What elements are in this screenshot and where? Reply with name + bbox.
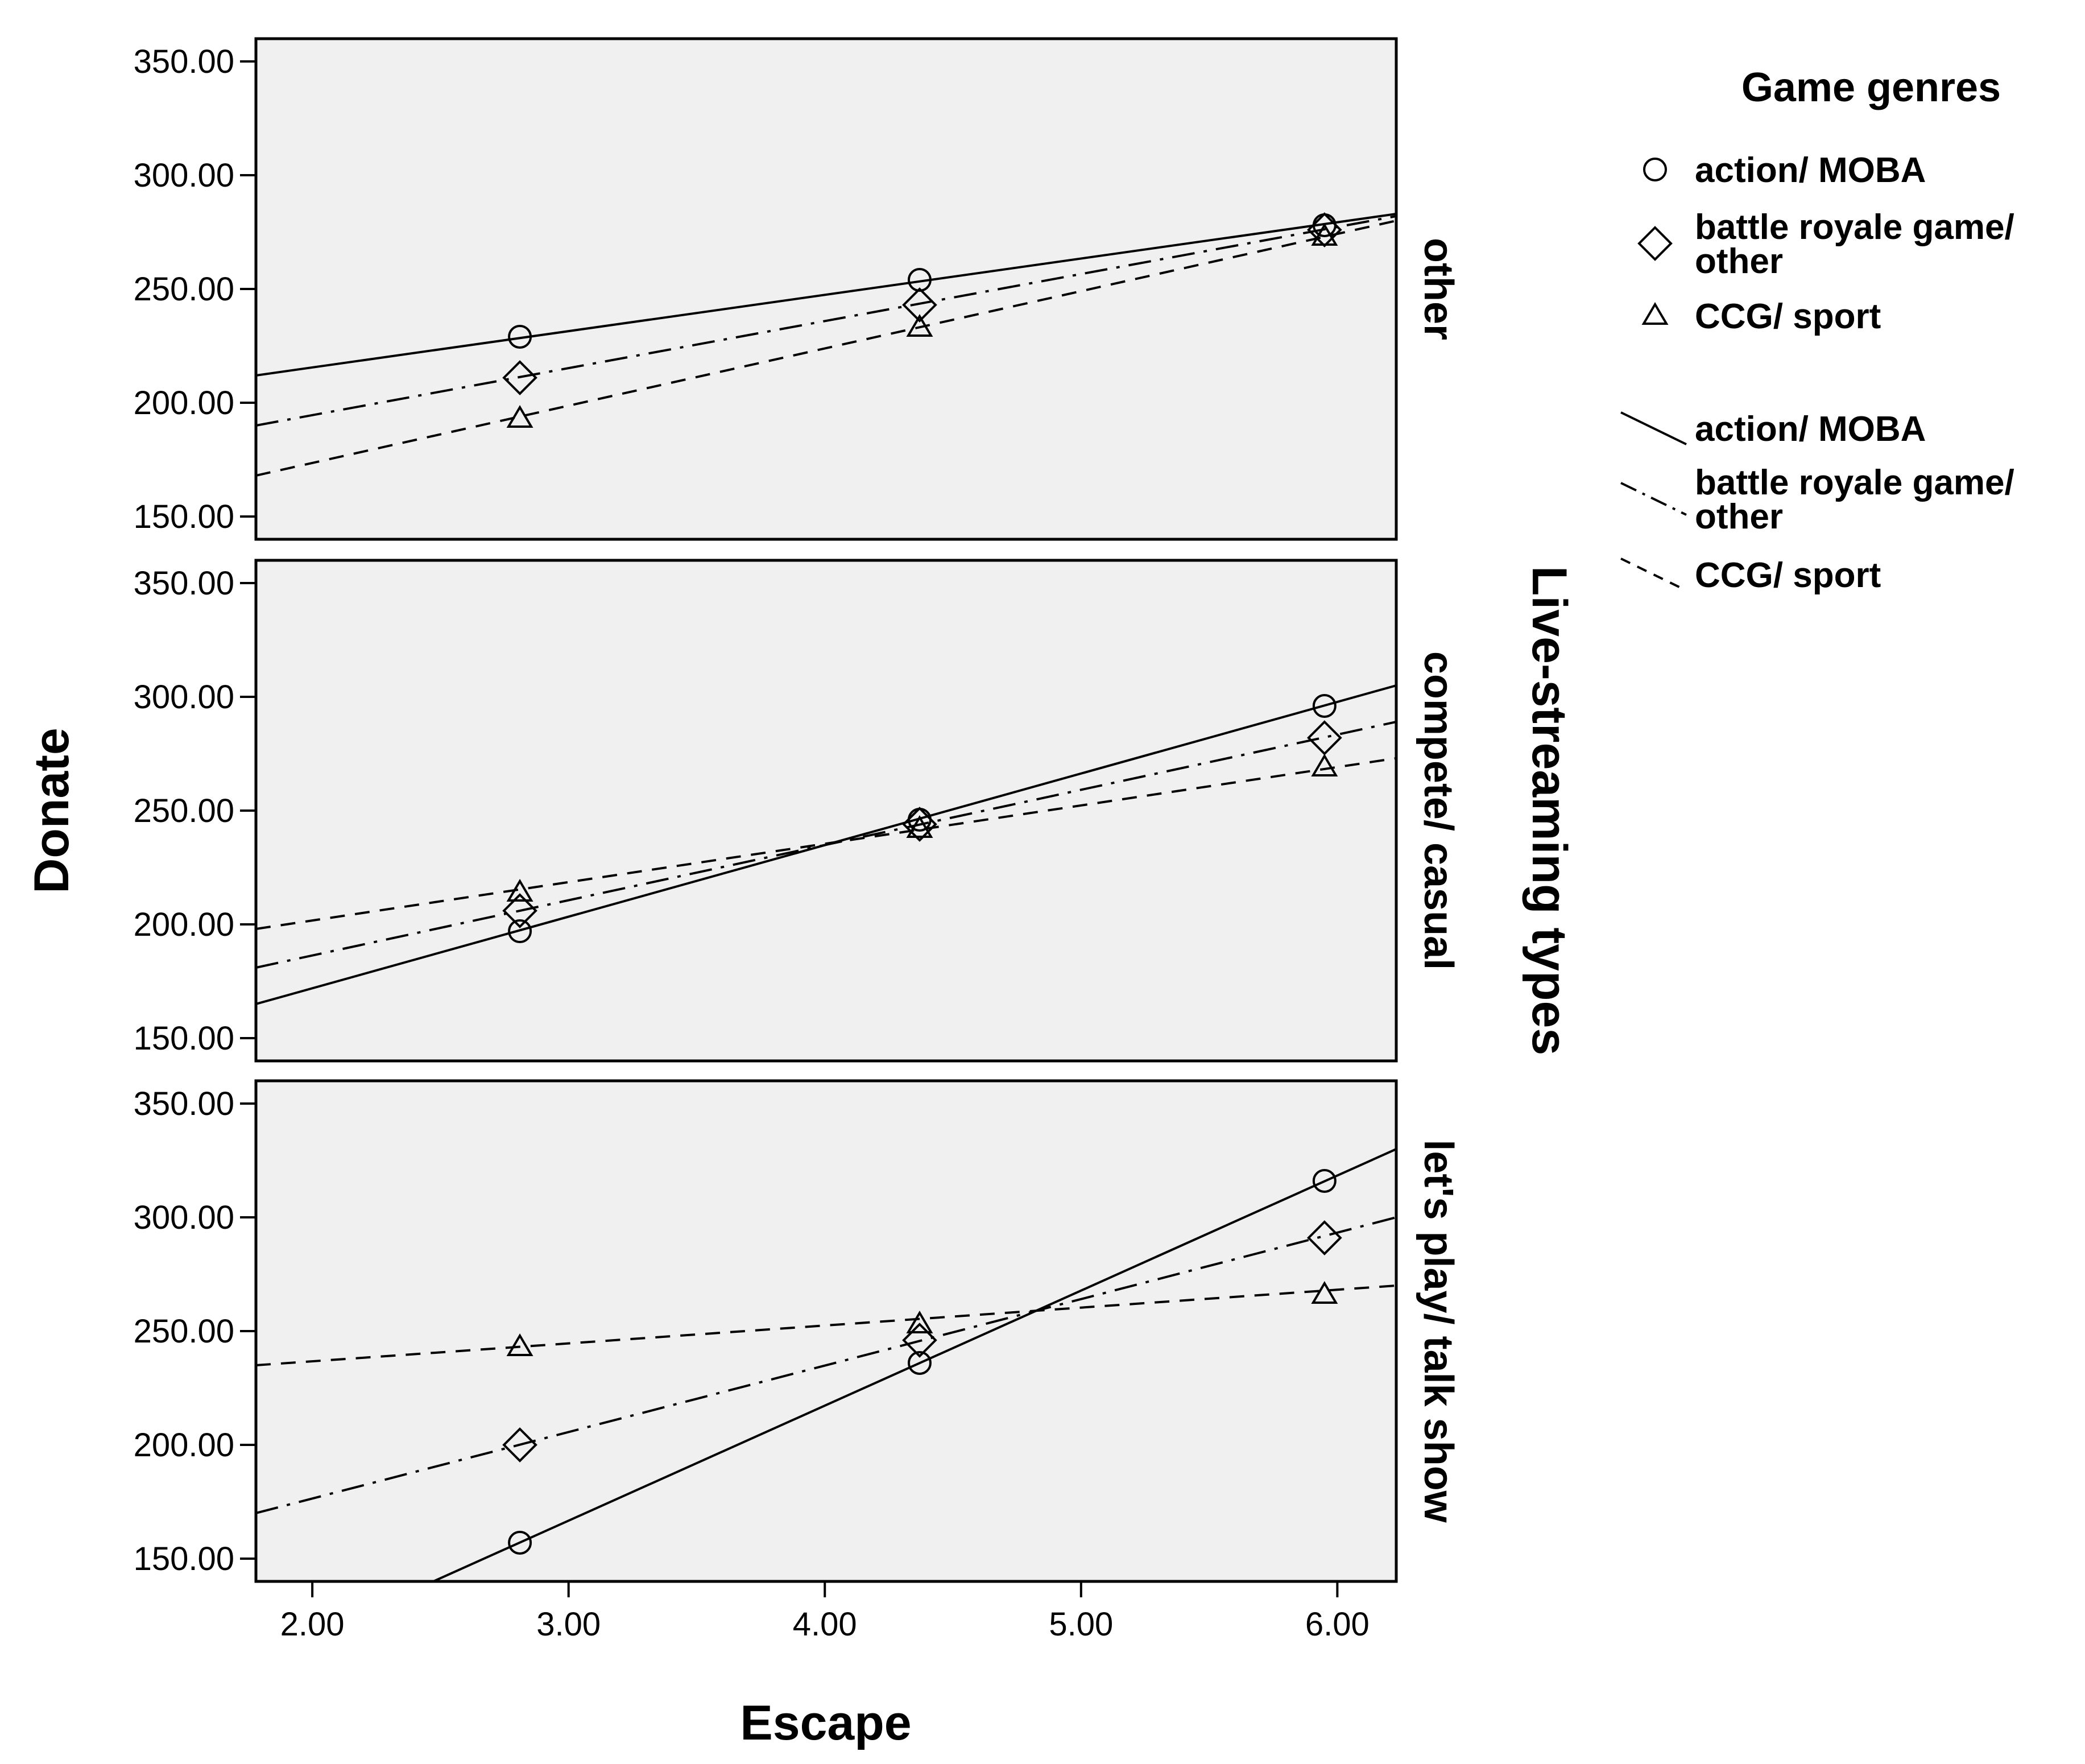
plot-area: [254, 1079, 1398, 1583]
x-axis: 2.00 3.00 4.00 5.00 6.00: [280, 1581, 1370, 1643]
x-axis-title: Escape: [740, 1696, 911, 1750]
y-axis-title: Donate: [24, 728, 79, 893]
y-tick-label: 250.00: [134, 271, 234, 308]
y-tick-label: 200.00: [134, 385, 234, 422]
y-tick-label: 300.00: [134, 157, 234, 194]
data-point: [1312, 1169, 1337, 1193]
legend-label: other: [1695, 242, 1783, 281]
plot-area: [254, 559, 1398, 1063]
x-tick-label: 4.00: [793, 1606, 857, 1643]
legend-line-swatch: [1620, 557, 1687, 592]
y-tick-label: 300.00: [134, 679, 234, 716]
fit-line: [256, 757, 1396, 930]
legend-label: other: [1695, 497, 1783, 536]
facet-label: let's play/ talk show: [1416, 1139, 1461, 1523]
data-point: [1312, 694, 1337, 718]
panel-3: 150.00 200.00 250.00 300.00 350.00 let's play…: [134, 1079, 1461, 1583]
y-tick-label: 200.00: [134, 1427, 234, 1464]
y-tick-label: 200.00: [134, 906, 234, 943]
data-point: [1307, 1220, 1342, 1255]
data-point: [506, 405, 533, 428]
data-point: [1307, 720, 1342, 755]
x-tick-label: 2.00: [280, 1606, 345, 1643]
data-point: [1311, 1281, 1338, 1304]
series-group: [256, 684, 1396, 1005]
fit-line: [256, 220, 1396, 477]
y-tick-label: 150.00: [134, 1020, 234, 1057]
legend-marker-diamond: [1637, 226, 1673, 261]
panel-2: 150.00 200.00 250.00 300.00 350.00 compete/ c…: [134, 559, 1461, 1063]
data-point: [907, 1351, 932, 1375]
legend-title: Game genres: [1741, 65, 2001, 110]
data-point: [1311, 223, 1338, 246]
data-point: [508, 325, 532, 349]
legend-label: action/ MOBA: [1695, 151, 1926, 190]
fit-line: [256, 215, 1396, 427]
y-tick-label: 150.00: [134, 498, 234, 535]
data-point: [906, 815, 933, 838]
fit-line: [256, 1284, 1396, 1366]
legend-label: CCG/ sport: [1695, 297, 1881, 336]
legend-line-swatch: [1620, 482, 1687, 516]
facet-label: other: [1416, 238, 1461, 340]
data-point: [502, 360, 537, 395]
data-point: [1311, 754, 1338, 776]
data-point: [506, 1333, 533, 1356]
series-group: [256, 1148, 1396, 1581]
legend-line-swatch: [1620, 411, 1687, 445]
facet-axis-title: Live-streaming types: [1522, 566, 1577, 1055]
y-tick-label: 300.00: [134, 1199, 234, 1236]
legend-label: battle royale game/: [1695, 208, 2014, 247]
y-tick-label: 250.00: [134, 792, 234, 829]
legend: Game genres action/ MOBA battle royale gam…: [1620, 65, 2014, 595]
legend-marker-triangle: [1641, 302, 1669, 325]
data-point: [508, 1531, 532, 1555]
data-point: [902, 807, 937, 842]
y-tick-label: 150.00: [134, 1540, 234, 1577]
fit-line: [256, 213, 1396, 377]
fit-line: [256, 1216, 1396, 1514]
data-point: [502, 1427, 537, 1463]
panel-1: 150.00 200.00 250.00 300.00 350.00 other: [134, 37, 1461, 541]
legend-label: CCG/ sport: [1695, 556, 1881, 595]
facet-label: compete/ casual: [1416, 651, 1461, 970]
y-tick-label: 350.00: [134, 1085, 234, 1122]
series-group: [256, 212, 1396, 477]
y-tick-label: 250.00: [134, 1313, 234, 1350]
fit-line: [431, 1148, 1396, 1581]
legend-label: action/ MOBA: [1695, 410, 1926, 449]
data-point: [906, 1311, 933, 1333]
x-tick-label: 6.00: [1305, 1606, 1370, 1643]
data-point: [506, 879, 533, 902]
data-point: [907, 268, 932, 292]
data-point: [902, 1323, 937, 1358]
legend-marker-circle: [1643, 158, 1667, 181]
data-point: [508, 919, 532, 943]
y-tick-label: 350.00: [134, 43, 234, 80]
plot-area: [254, 37, 1398, 541]
data-point: [902, 287, 937, 323]
data-point: [906, 314, 933, 337]
x-tick-label: 3.00: [536, 1606, 601, 1643]
legend-label: battle royale game/: [1695, 463, 2014, 502]
panels: 150.00200.00250.00300.00350.00other150.0…: [134, 37, 1461, 1583]
x-tick-label: 5.00: [1049, 1606, 1113, 1643]
y-tick-label: 350.00: [134, 565, 234, 602]
data-point: [502, 893, 537, 928]
